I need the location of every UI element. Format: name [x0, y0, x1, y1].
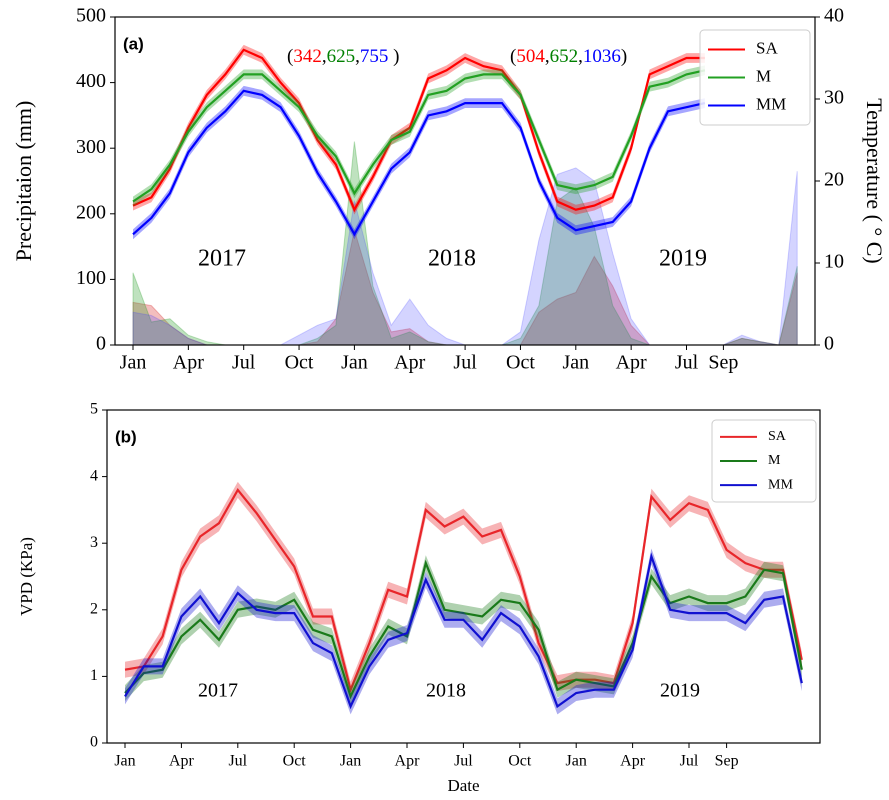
- precipitation-area: [132, 141, 798, 346]
- x-tick-label: Jul: [675, 352, 699, 374]
- y2-tick-label: 0: [824, 333, 834, 355]
- annotation: (342,625,755 ): [287, 46, 399, 67]
- annotation-part: 1036: [583, 46, 621, 67]
- series-line: [132, 48, 705, 213]
- x-tick-label: Oct: [283, 753, 307, 770]
- x-tick-label: Jan: [340, 753, 361, 770]
- x-tick-label: Oct: [508, 753, 532, 770]
- annotation-part: ): [621, 46, 627, 67]
- y-tick-label: 3: [90, 534, 98, 551]
- y2-tick-label: 10: [824, 251, 844, 273]
- annotation: (504,652,1036): [510, 46, 627, 67]
- x-tick-label: Apr: [616, 352, 647, 374]
- annotation-part: (: [510, 46, 516, 67]
- x-tick-label: Apr: [173, 352, 204, 374]
- y-tick-label: 0: [96, 333, 106, 355]
- x-tick-label: Jul: [680, 753, 699, 770]
- year-label: 2017: [198, 246, 246, 272]
- legend-label: MM: [768, 477, 793, 492]
- legend-box: [699, 29, 811, 126]
- series-line: [124, 552, 803, 710]
- x-tick-label: Apr: [620, 753, 646, 770]
- y-tick-label: 2: [90, 600, 98, 617]
- annotation-part: 625: [327, 46, 356, 67]
- annotation-part: 652: [550, 46, 579, 67]
- annotation-part: 755: [360, 46, 389, 67]
- y2-tick-label: 40: [824, 5, 844, 27]
- annotation-part: 504: [516, 46, 545, 67]
- x-tick-label: Apr: [169, 753, 195, 770]
- annotation-part: 342: [293, 46, 322, 67]
- legend-label: MM: [756, 94, 786, 113]
- y2-tick-label: 20: [824, 169, 844, 191]
- annotation-part: ,: [578, 46, 583, 67]
- panel-label: (b): [115, 427, 137, 446]
- y-tick-label: 400: [76, 70, 106, 92]
- series-line: [132, 69, 706, 203]
- year-label: 2017: [198, 680, 238, 702]
- x-tick-label: Jul: [453, 352, 477, 374]
- x-tick-label: Jan: [566, 753, 587, 770]
- annotation-part: ,: [545, 46, 550, 67]
- legend-label: SA: [756, 38, 778, 57]
- x-tick-label: Sep: [708, 352, 738, 374]
- panel: 0 1 2 3 4 5 Jan Apr Jul Oct Jan Apr Jul Oct Jan Apr Jul S…: [17, 401, 821, 795]
- series-line: [124, 487, 803, 694]
- year-label: 2019: [659, 246, 707, 272]
- y-tick-label: 200: [76, 201, 106, 223]
- annotation-part: ,: [355, 46, 360, 67]
- x-tick-label: Jan: [114, 753, 135, 770]
- y-tick-label: 0: [90, 734, 98, 751]
- x-tick-label: Oct: [285, 352, 314, 374]
- annotation-part: ,: [322, 46, 327, 67]
- year-label: 2018: [428, 246, 476, 272]
- x-tick-label: Jul: [232, 352, 256, 374]
- panel-label: (a): [123, 34, 144, 53]
- annotation-part: ): [388, 46, 399, 67]
- panel: 0 100 200 300 400 500 0 10 20 30 40 Jan Apr Jul Oct Jan…: [11, 5, 887, 374]
- x-tick-label: Apr: [395, 753, 421, 770]
- x-tick-label: Jul: [228, 753, 247, 770]
- annotation-part: (: [287, 46, 293, 67]
- legend-box: [711, 419, 817, 503]
- y-axis-label: VPD (KPa): [17, 537, 36, 616]
- y2-axis-label: Temperature ( ° C): [862, 98, 887, 263]
- legend-label: M: [768, 453, 781, 468]
- x-tick-label: Sep: [715, 753, 739, 770]
- uncertainty-band: [125, 555, 802, 705]
- year-label: 2019: [660, 680, 700, 702]
- x-tick-label: Jan: [120, 352, 147, 374]
- y-tick-label: 5: [90, 401, 98, 418]
- year-label: 2018: [426, 680, 466, 702]
- x-tick-label: Jan: [562, 352, 589, 374]
- y-tick-label: 300: [76, 136, 106, 158]
- x-tick-label: Apr: [394, 352, 425, 374]
- y-tick-label: 100: [76, 267, 106, 289]
- x-tick-label: Jan: [341, 352, 368, 374]
- series-line: [132, 89, 706, 237]
- series-line: [124, 559, 803, 700]
- x-tick-label: Oct: [506, 352, 535, 374]
- legend-label: M: [756, 66, 771, 85]
- y-axis-label: Precipitaion (mm): [11, 101, 36, 262]
- x-axis-label: Date: [447, 776, 479, 795]
- x-tick-label: Jul: [454, 753, 473, 770]
- legend-label: SA: [768, 429, 787, 444]
- y-tick-label: 1: [90, 667, 98, 684]
- uncertainty-band: [125, 481, 802, 698]
- y-tick-label: 500: [76, 5, 106, 27]
- y-tick-label: 4: [90, 467, 98, 484]
- y2-tick-label: 30: [824, 87, 844, 109]
